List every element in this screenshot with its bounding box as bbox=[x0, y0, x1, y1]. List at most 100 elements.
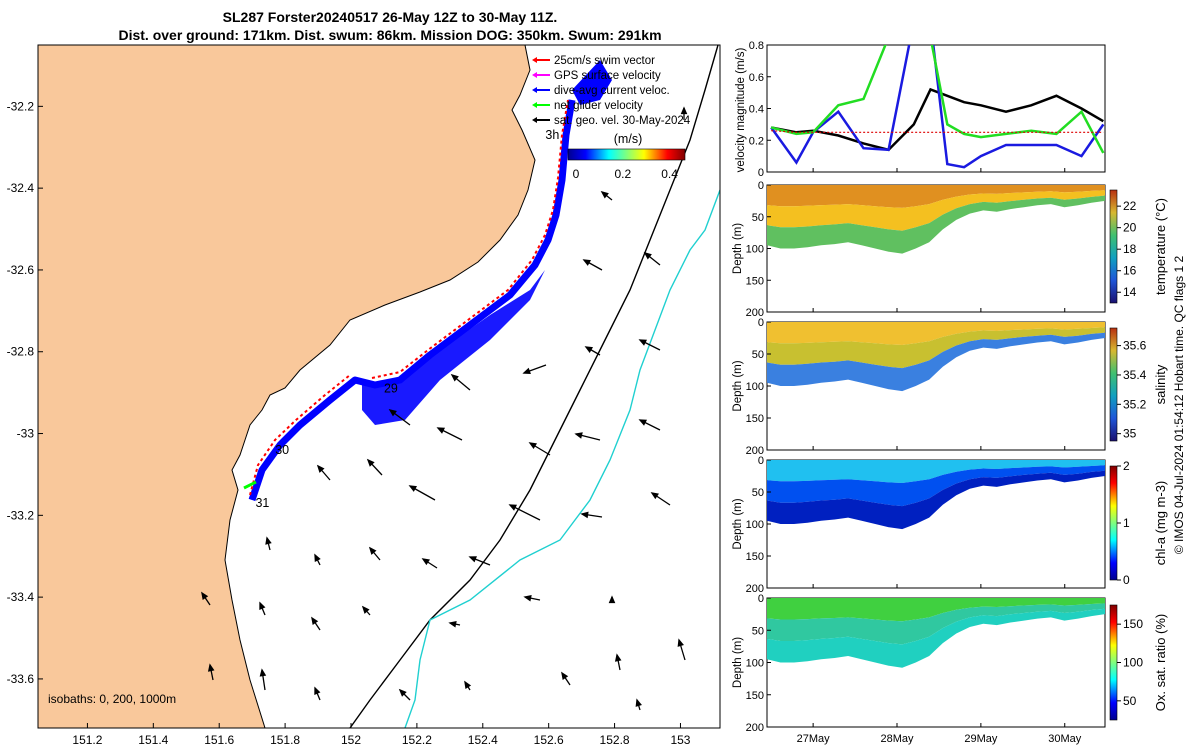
day-label: 3h bbox=[545, 128, 559, 142]
speed-series-line bbox=[770, 45, 1105, 169]
speed-ytick-label: 0.4 bbox=[749, 104, 764, 116]
colorbar-tick-label: 22 bbox=[1123, 199, 1137, 213]
colorbar-tick-label: 0 bbox=[1123, 573, 1130, 587]
profile-panel: 0 50 100 150 200 Depth (m) 35 35.2 35.4 35.6 salin… bbox=[732, 317, 1168, 457]
colorbar-tick-label: 18 bbox=[1123, 242, 1137, 256]
map-xtick-label: 152.8 bbox=[600, 733, 630, 747]
speed-ytick-label: 0.2 bbox=[749, 135, 764, 147]
map-ytick-label: -33 bbox=[17, 427, 35, 441]
map-ytick-label: -33.4 bbox=[7, 590, 35, 604]
depth-tick-label: 0 bbox=[758, 180, 764, 192]
speed-series-line bbox=[771, 130, 1104, 133]
profile-panel: 0 50 100 150 200 Depth (m) 0 1 2 chl-a (mg m-3) bbox=[732, 455, 1168, 595]
depth-tick-label: 50 bbox=[752, 625, 764, 637]
legend-label: 25cm/s swim vector bbox=[554, 55, 655, 67]
colorbar-tick-label: 2 bbox=[1123, 459, 1130, 473]
time-tick-label: 28May bbox=[880, 733, 914, 745]
map-xtick-label: 152.2 bbox=[402, 733, 432, 747]
colorbar-tick-label: 35.4 bbox=[1123, 368, 1147, 382]
isobath-note: isobaths: 0, 200, 1000m bbox=[48, 692, 176, 706]
depth-tick-label: 150 bbox=[746, 690, 764, 702]
depth-tick-label: 200 bbox=[746, 307, 764, 319]
map-xtick-label: 153 bbox=[670, 733, 690, 747]
legend-arrowhead bbox=[532, 72, 537, 78]
profile-colorbar bbox=[1109, 189, 1118, 304]
profile-colorbar bbox=[1109, 604, 1118, 721]
velocity-arrowhead bbox=[408, 485, 418, 492]
profile-layer bbox=[767, 190, 1105, 231]
colorbar-tick-label: 14 bbox=[1123, 285, 1137, 299]
colorbar-tick-label: 0.2 bbox=[614, 167, 631, 181]
velocity-arrowhead bbox=[561, 671, 569, 680]
velocity-arrowhead bbox=[523, 594, 532, 602]
velocity-arrowhead bbox=[600, 190, 609, 199]
depth-axis-label: Depth (m) bbox=[732, 498, 744, 549]
velocity-arrowhead bbox=[638, 339, 648, 346]
profile-panel: 0 50 100 150 200 Depth (m) 50 100 150 Ox. sat. ra… bbox=[732, 593, 1168, 734]
velocity-arrowhead bbox=[635, 698, 642, 707]
colorbar-tick-label: 1 bbox=[1123, 516, 1130, 530]
velocity-arrowhead bbox=[584, 346, 594, 353]
imos-side-note: © IMOS 04-Jul-2024 01:54:12 Hobart time.… bbox=[1172, 256, 1186, 555]
colorbar-tick-label: 100 bbox=[1123, 656, 1143, 670]
legend-label: dive-avg current veloc. bbox=[554, 85, 670, 97]
map-xtick-label: 151.4 bbox=[138, 733, 168, 747]
time-tick-label: 29May bbox=[964, 733, 998, 745]
velocity-arrowhead bbox=[508, 504, 518, 511]
velocity-arrowhead bbox=[522, 367, 531, 375]
current-fan bbox=[362, 270, 545, 425]
speed-ytick-label: 0 bbox=[758, 167, 764, 179]
depth-tick-label: 0 bbox=[758, 593, 764, 605]
depth-tick-label: 150 bbox=[746, 275, 764, 287]
velocity-arrowhead bbox=[265, 536, 272, 545]
map-xtick-label: 152 bbox=[341, 733, 361, 747]
profile-panel: 0 50 100 150 200 Depth (m) 14 16 18 20 22 temperatu… bbox=[732, 180, 1168, 319]
profile-colorbar bbox=[1109, 327, 1118, 442]
velocity-arrowhead bbox=[314, 686, 321, 695]
day-label: 31 bbox=[255, 496, 269, 510]
map-xtick-label: 151.2 bbox=[72, 733, 102, 747]
time-tick-label: 27May bbox=[797, 733, 831, 745]
velocity-arrowhead bbox=[464, 680, 472, 689]
profile-colorbar bbox=[1109, 465, 1118, 581]
velocity-arrowhead bbox=[677, 638, 684, 647]
colorbar-label: salinity bbox=[1153, 364, 1168, 404]
speed-ytick-label: 0.6 bbox=[749, 72, 764, 84]
map-colorbar-title: (m/s) bbox=[614, 132, 642, 146]
day-label: 30 bbox=[275, 443, 289, 457]
profile-layer bbox=[767, 598, 1105, 622]
velocity-arrowhead bbox=[259, 601, 266, 610]
land-mass bbox=[38, 45, 535, 728]
map-xtick-label: 152.6 bbox=[534, 733, 564, 747]
colorbar-tick-label: 0 bbox=[573, 167, 580, 181]
map-xtick-label: 152.4 bbox=[468, 733, 498, 747]
speed-ylabel: velocity magnitude (m/s) bbox=[735, 48, 747, 173]
velocity-arrowhead bbox=[638, 419, 648, 426]
net-glider-vector bbox=[243, 480, 257, 490]
depth-tick-label: 200 bbox=[746, 583, 764, 595]
swim-vectors bbox=[249, 99, 569, 496]
depth-tick-label: 50 bbox=[752, 349, 764, 361]
day-label: 29 bbox=[384, 382, 398, 396]
velocity-arrowhead bbox=[468, 556, 477, 563]
map-ytick-label: -32.8 bbox=[7, 345, 35, 359]
colorbar-tick-label: 16 bbox=[1123, 264, 1137, 278]
legend-label: net glider velocity bbox=[554, 100, 643, 112]
depth-tick-label: 100 bbox=[746, 519, 764, 531]
speed-panel: 0 0.2 0.4 0.6 0.8 velocity magnitude (m/s) bbox=[735, 40, 1106, 179]
colorbar-tick-label: 35.6 bbox=[1123, 339, 1147, 353]
colorbar-tick-label: 20 bbox=[1123, 221, 1137, 235]
velocity-arrowhead bbox=[316, 464, 325, 473]
chart-title-line2: Dist. over ground: 171km. Dist. swum: 86… bbox=[118, 27, 662, 43]
map-ytick-label: -32.4 bbox=[7, 181, 35, 195]
velocity-arrowhead bbox=[398, 688, 407, 697]
chart-title-line1: SL287 Forster20240517 26-May 12Z to 30-M… bbox=[222, 9, 558, 25]
velocity-arrowhead bbox=[201, 591, 209, 600]
colorbar-tick-label: 150 bbox=[1123, 617, 1143, 631]
profile-layer bbox=[767, 603, 1105, 645]
velocity-arrowhead bbox=[643, 251, 652, 260]
profile-layer bbox=[767, 322, 1105, 345]
velocity-arrowhead bbox=[608, 595, 616, 604]
velocity-arrowhead bbox=[207, 663, 215, 672]
